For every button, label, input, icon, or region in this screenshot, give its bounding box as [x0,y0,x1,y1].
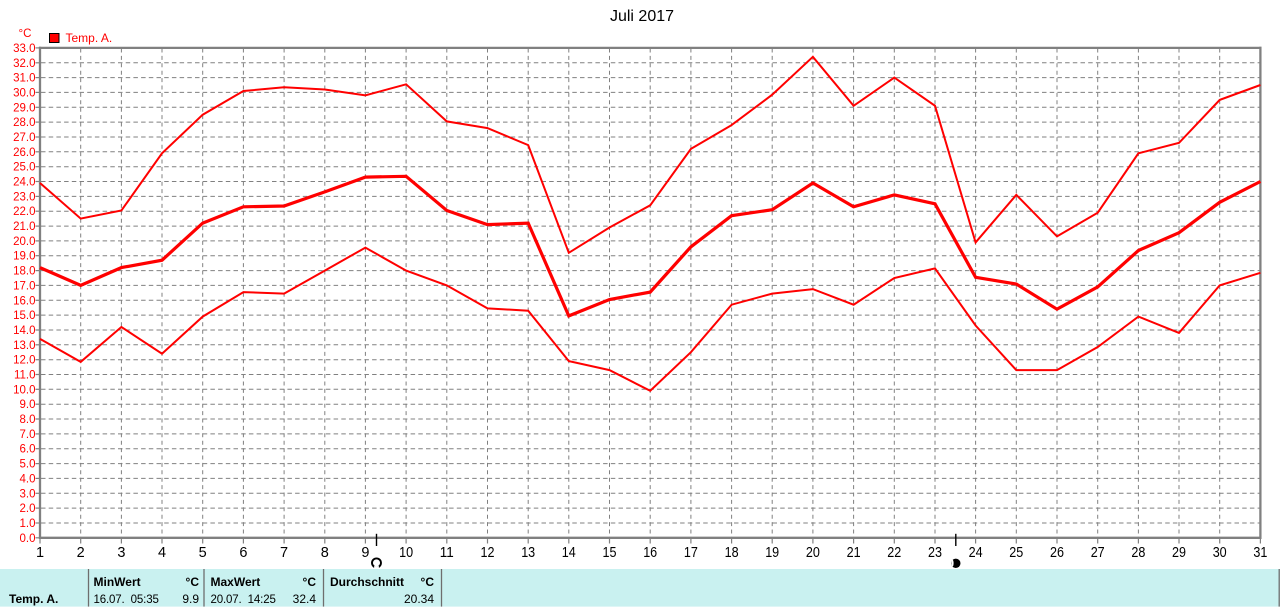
svg-text:Temp. A.: Temp. A. [9,592,58,606]
svg-text:5.0: 5.0 [20,459,36,471]
svg-text:30: 30 [1213,545,1227,561]
svg-text:32.0: 32.0 [13,58,35,70]
svg-text:2: 2 [77,545,85,561]
svg-text:10: 10 [399,545,413,561]
svg-text:Durchschnitt: Durchschnitt [330,575,404,589]
svg-text:1.0: 1.0 [20,518,36,530]
svg-text:26.0: 26.0 [13,147,35,159]
svg-text:20.0: 20.0 [13,236,35,248]
svg-text:12: 12 [481,545,495,561]
svg-text:31.0: 31.0 [13,73,35,85]
svg-text:8.0: 8.0 [20,414,36,426]
svg-text:°C: °C [303,575,317,589]
svg-text:11.0: 11.0 [14,370,36,382]
svg-text:3.0: 3.0 [20,488,36,500]
svg-text:23: 23 [928,545,942,561]
svg-text:MinWert: MinWert [94,575,141,589]
svg-text:22: 22 [887,545,901,561]
svg-text:28: 28 [1131,545,1145,561]
svg-text:14: 14 [562,545,576,561]
svg-text:32.4: 32.4 [293,592,317,606]
svg-text:13.0: 13.0 [13,340,35,352]
svg-text:7: 7 [280,545,288,561]
svg-text:30.0: 30.0 [13,87,35,99]
svg-text:°C: °C [19,28,32,40]
svg-text:9.0: 9.0 [20,399,36,411]
svg-text:15.0: 15.0 [13,310,35,322]
svg-text:21: 21 [847,545,861,561]
svg-text:17: 17 [684,545,698,561]
svg-text:31: 31 [1253,545,1267,561]
svg-text:6.0: 6.0 [20,444,36,456]
svg-text:17.0: 17.0 [13,280,35,292]
svg-text:2.0: 2.0 [20,503,36,515]
svg-text:16.0: 16.0 [13,295,35,307]
svg-text:16: 16 [643,545,657,561]
svg-text:25: 25 [1009,545,1023,561]
svg-text:°C: °C [186,575,200,589]
svg-text:24: 24 [969,545,983,561]
svg-text:8: 8 [321,545,329,561]
svg-text:22.0: 22.0 [13,206,35,218]
svg-text:24.0: 24.0 [13,177,35,189]
svg-text:MaxWert: MaxWert [211,575,261,589]
svg-text:4.0: 4.0 [20,473,36,485]
svg-text:29.0: 29.0 [13,102,35,114]
svg-text:13: 13 [521,545,535,561]
svg-text:7.0: 7.0 [20,429,36,441]
svg-text:1: 1 [36,545,44,561]
svg-text:0.0: 0.0 [20,533,36,545]
svg-text:18: 18 [725,545,739,561]
svg-text:23.0: 23.0 [13,191,35,203]
svg-text:26: 26 [1050,545,1064,561]
svg-text:10.0: 10.0 [13,384,35,396]
svg-text:21.0: 21.0 [13,221,35,233]
svg-text:15: 15 [603,545,617,561]
svg-text:29: 29 [1172,545,1186,561]
svg-text:16.07. 05:35: 16.07. 05:35 [94,594,159,606]
svg-text:Temp. A.: Temp. A. [66,31,113,45]
svg-text:19: 19 [765,545,779,561]
svg-text:27.0: 27.0 [13,132,35,144]
svg-text:19.0: 19.0 [13,251,35,263]
svg-text:25.0: 25.0 [13,162,35,174]
svg-text:11: 11 [440,545,454,561]
svg-text:°C: °C [421,575,435,589]
svg-text:5: 5 [199,545,207,561]
svg-text:4: 4 [158,545,166,561]
svg-text:18.0: 18.0 [13,266,35,278]
svg-text:Juli 2017: Juli 2017 [610,8,674,25]
svg-text:27: 27 [1091,545,1105,561]
svg-text:9: 9 [361,545,369,561]
svg-text:6: 6 [239,545,247,561]
svg-text:12.0: 12.0 [13,355,35,367]
svg-text:33.0: 33.0 [13,43,35,55]
svg-text:20.07. 14:25: 20.07. 14:25 [211,594,276,606]
svg-text:20.34: 20.34 [404,592,434,606]
svg-text:28.0: 28.0 [13,117,35,129]
svg-text:14.0: 14.0 [13,325,35,337]
svg-text:3: 3 [117,545,125,561]
svg-text:20: 20 [806,545,820,561]
svg-text:9.9: 9.9 [182,592,199,606]
